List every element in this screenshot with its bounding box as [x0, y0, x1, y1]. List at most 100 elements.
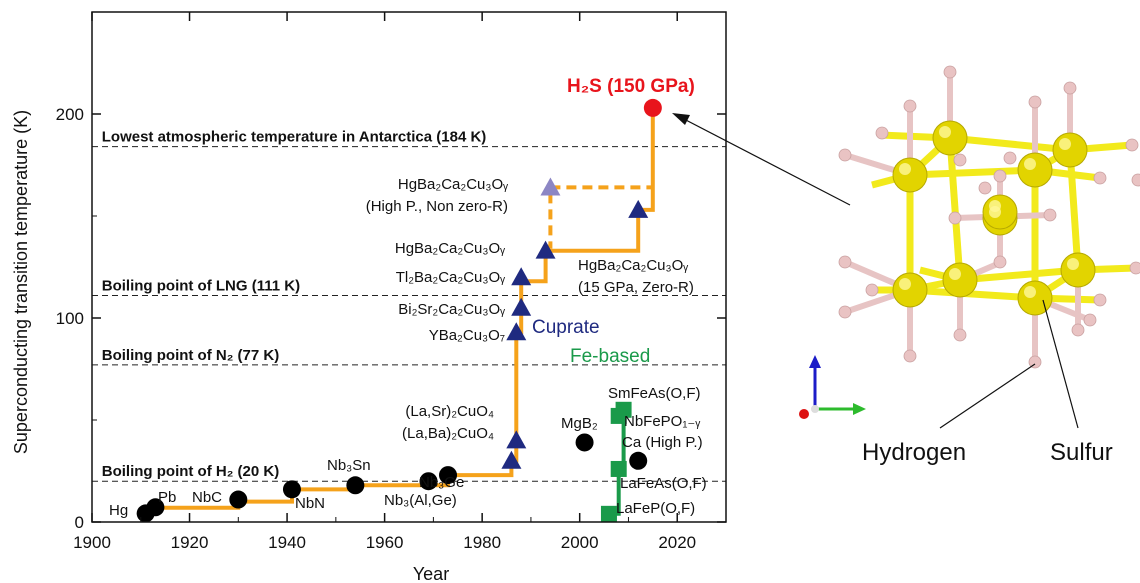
x-tick-label-4: 1980: [463, 533, 501, 552]
point-label-0-0: Hg: [109, 502, 128, 519]
sulfur-atom-6: [892, 272, 928, 308]
data-point-0-6: [439, 466, 458, 485]
x-tick-label-1: 1920: [171, 533, 209, 552]
sulfur-highlight-9: [1067, 258, 1079, 270]
point-label-1-6: HgBa₂Ca₂Cu₃Oᵧ (15 GPa, Zero-R): [578, 257, 694, 296]
reference-label-0: Lowest atmospheric temperature in Antarc…: [102, 129, 487, 146]
y-tick-label-1: 100: [56, 309, 84, 328]
hydrogen-pointer: [939, 363, 1036, 429]
data-point-0-5: [419, 472, 438, 491]
hydrogen-atom-24: [1083, 313, 1097, 327]
data-point-0-7: [575, 433, 594, 452]
sulfur-atom-7: [1017, 280, 1053, 316]
data-point-0-3: [282, 480, 301, 499]
hydrogen-atom-7: [1093, 171, 1107, 185]
point-label-1-5: HgBa₂Ca₂Cu₃Oᵧ: [395, 240, 505, 257]
x-tick-label-0: 1900: [73, 533, 111, 552]
hydrogen-label: Hydrogen: [862, 439, 966, 466]
point-label-0-3: NbN: [295, 495, 325, 512]
point-label-3-3: SmFeAs(O,F): [608, 385, 701, 402]
point-label-0-2: NbC: [192, 489, 222, 506]
point-label-3-1: LaFeAs(O,F): [620, 475, 707, 492]
hydrogen-atom-0: [943, 65, 957, 79]
data-point-4-0: [643, 98, 662, 117]
triad-b-arrow: [853, 403, 866, 415]
hydrogen-atom-25: [1131, 173, 1140, 187]
y-tick-label-0: 0: [75, 513, 84, 532]
point-label-0-8: Ca (High P.): [622, 434, 703, 451]
hydrogen-atom-14: [993, 255, 1007, 269]
hydrogen-atom-10: [978, 181, 992, 195]
sulfur-atom-3: [1017, 152, 1053, 188]
point-label-1-1: (La,Sr)₂CuO₄: [405, 403, 494, 420]
x-tick-label-6: 2020: [658, 533, 696, 552]
reference-label-2: Boiling point of N₂ (77 K): [102, 347, 279, 364]
h2s-crystal-structure: Hydrogen Sulfur: [799, 65, 1140, 466]
hydrogen-atom-19: [1129, 261, 1140, 275]
x-axis-title: Year: [413, 564, 449, 583]
hydrogen-atom-4: [875, 126, 889, 140]
data-point-0-1: [146, 498, 165, 517]
sulfur-atom-2: [892, 157, 928, 193]
point-label-3-0: LaFeP(O,F): [616, 500, 695, 517]
hydrogen-atom-9: [1003, 151, 1017, 165]
sulfur-bond-9: [1066, 149, 1082, 271]
sulfur-bond-4: [909, 286, 1036, 302]
hydrogen-atom-17: [865, 283, 879, 297]
hydrogen-atom-13: [993, 169, 1007, 183]
sulfur-atom-8: [942, 262, 978, 298]
plot-frame: [91, 11, 727, 523]
point-label-0-5: Nb₃(Al,Ge): [384, 492, 457, 509]
data-point-3-3: [615, 401, 632, 418]
hydrogen-atom-3: [1028, 95, 1042, 109]
data-point-2-0: [540, 177, 561, 196]
hydrogen-atom-16: [838, 305, 852, 319]
sulfur-highlight-6: [899, 278, 911, 290]
sulfur-highlight-7: [1024, 286, 1036, 298]
sulfur-highlight-1: [1059, 138, 1071, 150]
arrow-line: [681, 117, 851, 206]
triad-origin: [811, 405, 819, 413]
point-label-3-2: NbFePO₁₋ᵧ: [624, 413, 700, 430]
x-tick-label-2: 1940: [268, 533, 306, 552]
hydrogen-atom-20: [903, 349, 917, 363]
point-label-1-2: YBa₂Cu₃O₇: [429, 327, 505, 344]
hydrogen-atom-6: [838, 148, 852, 162]
triad-a-axis: [799, 409, 809, 419]
data-point-1-6: [628, 199, 649, 218]
sulfur-atom-1: [1052, 132, 1088, 168]
legend-fe-based: Fe-based: [570, 346, 650, 367]
x-tick-label-5: 2000: [561, 533, 599, 552]
point-label-2-0: HgBa₂Ca₂Cu₃Oᵧ (High P., Non zero-R): [366, 176, 508, 215]
y-tick-label-2: 200: [56, 105, 84, 124]
hydrogen-atom-1: [1063, 81, 1077, 95]
sulfur-bond-8: [946, 137, 964, 281]
sulfur-label: Sulfur: [1050, 439, 1113, 466]
hydrogen-atom-11: [948, 211, 962, 225]
data-point-1-4: [511, 267, 532, 286]
data-point-0-8: [629, 451, 648, 470]
x-tick-label-3: 1960: [366, 533, 404, 552]
hydrogen-atom-12: [1043, 208, 1057, 222]
sulfur-bond-5: [959, 266, 1079, 284]
data-point-1-2: [506, 322, 527, 341]
sulfur-highlight-8: [949, 268, 961, 280]
point-label-1-0: (La,Ba)₂CuO₄: [402, 425, 494, 442]
data-point-0-4: [346, 476, 365, 495]
arrow-head: [672, 113, 690, 125]
point-label-1-3: Bi₂Sr₂Ca₂Cu₃Oᵧ: [398, 301, 505, 318]
hydrogen-atom-5: [1125, 138, 1139, 152]
sulfur-bond-0: [949, 134, 1071, 154]
y-axis-title: Superconducting transition temperature (…: [11, 110, 31, 454]
plot-area: 1900 1920 1940 1960 1980 2000 2020 0 100 200 Year S…: [11, 11, 851, 583]
hydrogen-atom-8: [953, 153, 967, 167]
hydrogen-atom-23: [1071, 323, 1085, 337]
sulfur-highlight-2: [899, 163, 911, 175]
reference-label-3: Boiling point of H₂ (20 K): [102, 463, 279, 480]
sulfur-pointer: [1042, 299, 1079, 429]
legend-cuprate: Cuprate: [532, 317, 600, 338]
point-label-0-6: Nb₃Ge: [419, 474, 464, 491]
sulfur-highlight-5: [989, 200, 1001, 212]
point-label-0-7: MgB₂: [561, 415, 598, 432]
sulfur-atom-9: [1060, 252, 1096, 288]
